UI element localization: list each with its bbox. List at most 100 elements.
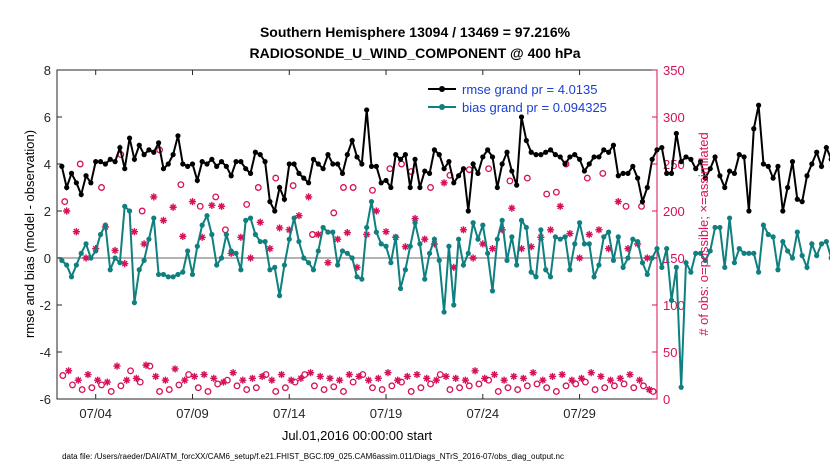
obs-assimilated-point	[316, 372, 324, 381]
obs-possible-point	[233, 382, 241, 390]
obs-possible-point	[610, 382, 618, 390]
rmse-point	[93, 159, 99, 165]
obs-assimilated-point	[103, 378, 111, 386]
obs-assimilated-point	[188, 198, 197, 206]
y-right-tick-label: 100	[663, 298, 685, 313]
rmse-point	[460, 166, 467, 172]
y-right-tick-label: 50	[663, 345, 677, 360]
rmse-point	[291, 161, 297, 167]
bias-point	[185, 248, 191, 254]
bias-point	[794, 229, 800, 235]
obs-assimilated-point	[268, 376, 276, 384]
bias-point	[451, 302, 457, 308]
rmse-point	[83, 173, 89, 179]
bias-point	[325, 229, 331, 235]
rmse-point	[185, 163, 191, 169]
obs-assimilated-point	[568, 376, 576, 384]
obs-assimilated-point	[171, 365, 179, 373]
rmse-point	[112, 159, 118, 165]
bias-point	[591, 274, 597, 280]
rmse-point	[170, 152, 176, 158]
rmse-point	[485, 147, 491, 153]
rmse-point	[518, 114, 525, 120]
y-left-tick-label: 6	[44, 110, 51, 125]
obs-possible-point	[514, 386, 522, 394]
obs-assimilated-point	[529, 369, 537, 377]
obs-assimilated-point	[113, 362, 121, 370]
rmse-point	[799, 199, 805, 205]
legend: rmse grand pr = 4.0135 bias grand pr = 0.…	[428, 82, 607, 115]
bias-point	[741, 250, 747, 256]
bias-point	[765, 231, 771, 238]
rmse-point	[683, 154, 689, 160]
rmse-point	[494, 184, 500, 191]
bias-point	[131, 300, 138, 306]
obs-assimilated-point	[343, 229, 351, 237]
obs-assimilated-point	[305, 193, 313, 201]
rmse-point	[591, 154, 597, 160]
bias-point	[823, 238, 829, 245]
rmse-point	[262, 159, 268, 165]
bias-point	[731, 260, 738, 266]
bias-point	[504, 257, 510, 263]
obs-possible-point	[340, 184, 347, 191]
bias-point	[417, 241, 423, 247]
bias-point	[712, 224, 718, 231]
obs-assimilated-point	[169, 203, 177, 211]
obs-assimilated-point	[142, 361, 150, 369]
obs-possible-point	[177, 181, 185, 189]
bias-point	[233, 250, 239, 256]
rmse-point	[204, 161, 210, 167]
obs-possible-point	[252, 384, 260, 392]
bias-point	[344, 250, 350, 256]
bias-point	[180, 269, 186, 275]
obs-assimilated-point	[94, 376, 102, 384]
bias-point	[364, 224, 370, 231]
rmse-point	[122, 166, 128, 172]
y-right-tick-label: 200	[663, 204, 685, 219]
rmse-point	[620, 170, 626, 176]
bias-point	[615, 234, 621, 240]
bias-point	[804, 264, 810, 270]
obs-assimilated-point	[324, 259, 332, 267]
obs-possible-point	[349, 184, 357, 191]
obs-assimilated-point	[423, 374, 431, 382]
bias-point	[209, 231, 215, 238]
y-left-tick-label: 2	[44, 204, 51, 219]
obs-assimilated-point	[335, 376, 344, 384]
bias-point	[436, 257, 442, 263]
y-right-tick-label: 0	[663, 392, 670, 407]
obs-assimilated-point	[645, 386, 653, 394]
rmse-point	[823, 144, 829, 151]
bias-point	[707, 248, 713, 254]
bias-point	[485, 250, 491, 256]
bias-point	[349, 255, 355, 261]
bias-point	[64, 262, 70, 268]
obs-possible-point	[69, 381, 76, 389]
rmse-point	[306, 180, 312, 186]
obs-assimilated-point	[72, 228, 80, 236]
bias-point	[509, 234, 515, 240]
obs-assimilated-point	[384, 369, 392, 377]
obs-assimilated-point	[355, 372, 363, 381]
obs-assimilated-point	[585, 230, 593, 239]
rmse-point	[785, 184, 791, 191]
bias-point	[175, 271, 181, 278]
bias-point	[126, 208, 133, 214]
obs-assimilated-point	[295, 212, 303, 220]
obs-possible-point	[583, 174, 591, 182]
rmse-point	[165, 161, 171, 167]
obs-assimilated-point	[430, 240, 439, 248]
bias-point	[78, 250, 84, 256]
rmse-point	[818, 163, 825, 169]
rmse-point	[354, 154, 360, 160]
rmse-point	[247, 170, 254, 176]
bias-point	[726, 215, 733, 221]
obs-assimilated-point	[190, 372, 199, 381]
rmse-point	[528, 149, 534, 155]
bias-point	[189, 271, 196, 278]
rmse-point	[456, 173, 462, 179]
bias-point	[610, 257, 617, 263]
rmse-point	[586, 161, 592, 167]
bias-point	[683, 260, 689, 266]
